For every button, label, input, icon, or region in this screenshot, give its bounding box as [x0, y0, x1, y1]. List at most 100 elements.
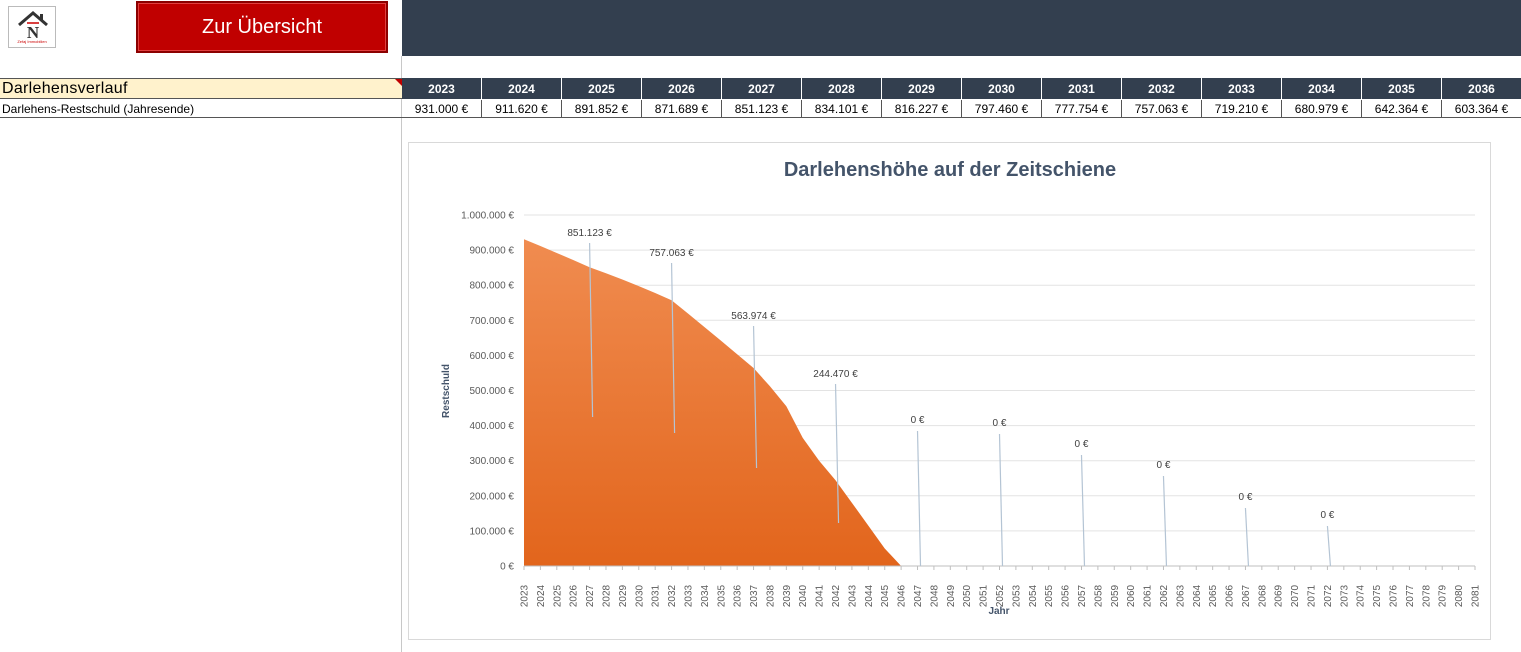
x-tick-label: 2078	[1421, 584, 1432, 607]
svg-text:N: N	[27, 23, 40, 42]
x-tick-label: 2026	[569, 584, 580, 607]
x-tick-label: 2033	[683, 584, 694, 607]
value-cell[interactable]: 816.227 €	[882, 100, 962, 118]
x-tick-label: 2058	[1093, 584, 1104, 607]
value-cell[interactable]: 834.101 €	[802, 100, 882, 118]
data-label: 0 €	[1238, 492, 1252, 503]
x-tick-label: 2065	[1208, 584, 1219, 607]
x-tick-label: 2037	[749, 584, 760, 607]
x-tick-label: 2076	[1389, 584, 1400, 607]
value-cell[interactable]: 680.979 €	[1282, 100, 1362, 118]
section-title-text: Darlehensverlauf	[2, 80, 128, 97]
year-header-cell[interactable]: 2023	[402, 78, 482, 99]
x-tick-label: 2042	[831, 584, 842, 607]
x-tick-label: 2052	[995, 584, 1006, 607]
comment-marker-icon[interactable]	[395, 79, 402, 86]
year-header-cell[interactable]: 2031	[1042, 78, 1122, 99]
x-tick-label: 2035	[716, 584, 727, 607]
restschuld-area[interactable]	[524, 239, 1475, 566]
data-label-leader	[998, 433, 1004, 567]
year-header-cell[interactable]: 2025	[562, 78, 642, 99]
top-bar: N Zefaj Immobilien Zur Übersicht	[0, 0, 1521, 56]
x-tick-label: 2046	[897, 584, 908, 607]
year-header-cell[interactable]: 2033	[1202, 78, 1282, 99]
value-cell[interactable]: 871.689 €	[642, 100, 722, 118]
x-tick-label: 2041	[815, 584, 826, 607]
value-cell[interactable]: 642.364 €	[1362, 100, 1442, 118]
value-cell[interactable]: 851.123 €	[722, 100, 802, 118]
x-tick-label: 2057	[1077, 584, 1088, 607]
section-title: Darlehensverlauf	[0, 78, 402, 99]
y-axis-label: Restschuld	[441, 364, 452, 418]
value-cell[interactable]: 931.000 €	[402, 100, 482, 118]
value-cell[interactable]: 603.364 €	[1442, 100, 1521, 118]
x-tick-label: 2047	[913, 584, 924, 607]
year-header-cell[interactable]: 2036	[1442, 78, 1521, 99]
x-tick-label: 2040	[798, 584, 809, 607]
x-tick-label: 2066	[1225, 584, 1236, 607]
x-tick-label: 2067	[1241, 584, 1252, 607]
value-row: 931.000 €911.620 €891.852 €871.689 €851.…	[402, 100, 1521, 118]
y-tick-label: 100.000 €	[470, 526, 515, 537]
chart-title: Darlehenshöhe auf der Zeitschiene	[784, 159, 1116, 181]
x-tick-label: 2068	[1257, 584, 1268, 607]
x-tick-label: 2060	[1126, 584, 1137, 607]
loan-chart[interactable]: Darlehenshöhe auf der Zeitschiene 0 € 100.…	[408, 142, 1491, 640]
data-label-leader	[1244, 507, 1250, 567]
x-tick-label: 2028	[601, 584, 612, 607]
x-tick-label: 2027	[585, 584, 596, 607]
y-tick-label: 900.000 €	[470, 246, 515, 257]
overview-button[interactable]: Zur Übersicht	[136, 1, 388, 53]
year-header-cell[interactable]: 2026	[642, 78, 722, 99]
data-label-leader	[916, 430, 922, 567]
x-tick-label: 2043	[847, 584, 858, 607]
y-tick-label: 200.000 €	[470, 491, 515, 502]
value-cell[interactable]: 797.460 €	[962, 100, 1042, 118]
x-tick-label: 2081	[1471, 584, 1482, 607]
value-cell[interactable]: 719.210 €	[1202, 100, 1282, 118]
year-header-cell[interactable]: 2034	[1282, 78, 1362, 99]
company-logo[interactable]: N Zefaj Immobilien	[8, 6, 56, 48]
chart-svg: Darlehenshöhe auf der Zeitschiene 0 € 100.…	[441, 159, 1482, 617]
data-label: 851.123 €	[567, 228, 612, 239]
data-label: 0 €	[1075, 439, 1089, 450]
y-tick-label: 700.000 €	[470, 316, 515, 327]
year-header-cell[interactable]: 2024	[482, 78, 562, 99]
year-header-cell[interactable]: 2029	[882, 78, 962, 99]
x-tick-label: 2044	[864, 584, 875, 607]
year-header-cell[interactable]: 2030	[962, 78, 1042, 99]
value-cell[interactable]: 891.852 €	[562, 100, 642, 118]
x-tick-label: 2025	[552, 584, 563, 607]
x-tick-label: 2064	[1192, 584, 1203, 607]
x-tick-label: 2049	[946, 584, 957, 607]
x-tick-label: 2072	[1323, 584, 1334, 607]
year-header-cell[interactable]: 2035	[1362, 78, 1442, 99]
logo-text: Zefaj Immobilien	[17, 39, 47, 44]
x-tick-label: 2048	[929, 584, 940, 607]
x-tick-label: 2061	[1143, 584, 1154, 607]
value-cell[interactable]: 757.063 €	[1122, 100, 1202, 118]
data-label-leader	[834, 383, 840, 524]
x-tick-label: 2073	[1339, 584, 1350, 607]
x-tick-label: 2074	[1356, 584, 1367, 607]
x-tick-label: 2031	[651, 584, 662, 607]
x-tick-label: 2063	[1175, 584, 1186, 607]
year-header-cell[interactable]: 2032	[1122, 78, 1202, 99]
year-header-cell[interactable]: 2027	[722, 78, 802, 99]
data-label: 0 €	[1320, 510, 1334, 521]
x-tick-label: 2077	[1405, 584, 1416, 607]
x-tick-label: 2055	[1044, 584, 1055, 607]
x-tick-label: 2059	[1110, 584, 1121, 607]
data-label-leader	[1326, 525, 1332, 567]
x-tick-label: 2075	[1372, 584, 1383, 607]
x-tick-label: 2056	[1061, 584, 1072, 607]
value-cell[interactable]: 911.620 €	[482, 100, 562, 118]
data-label: 757.063 €	[649, 248, 694, 259]
y-tick-label: 300.000 €	[470, 456, 515, 467]
data-label-leader	[752, 325, 758, 469]
x-tick-label: 2071	[1307, 584, 1318, 607]
year-header-cell[interactable]: 2028	[802, 78, 882, 99]
year-header-row: 2023 2024 2025 2026 2027 2028 2029 2030 2031 2032…	[402, 78, 1521, 99]
value-cell[interactable]: 777.754 €	[1042, 100, 1122, 118]
y-tick-label: 1.000.000 €	[461, 211, 514, 222]
